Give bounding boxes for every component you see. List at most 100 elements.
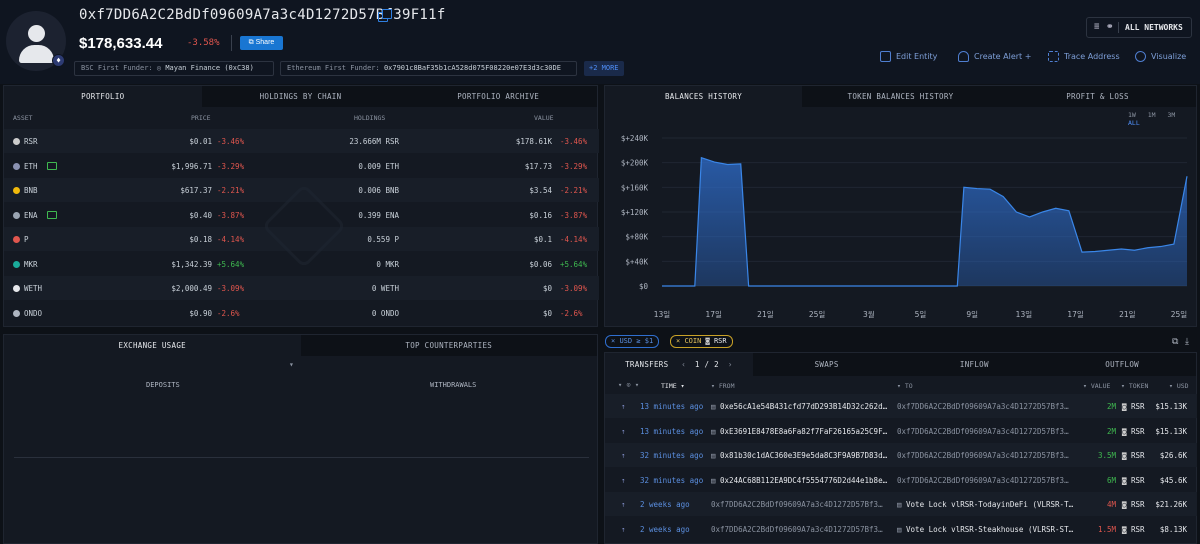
tab-swaps[interactable]: SWAPS xyxy=(814,360,839,369)
tx-from[interactable]: ▤ 0x24AC68B112EA9DC4f5554776D2d44e1b8e… xyxy=(711,476,887,485)
bsc-funder-label: BSC First Funder: xyxy=(81,64,153,72)
tab-inflow[interactable]: INFLOW xyxy=(959,360,989,369)
tx-to[interactable]: ▤ Vote Lock vlRSR-TodayinDeFi (VLRSR-T… xyxy=(897,500,1073,509)
tx-value: 1.5M xyxy=(1097,524,1116,534)
table-row[interactable]: ENA $0.40 -3.87% 0.399 ENA $0.16 -3.87% xyxy=(4,203,599,227)
download-icon[interactable]: ⤓ xyxy=(1185,337,1189,347)
network-selector[interactable]: ≡ ⚭ ALL NETWORKS xyxy=(1086,17,1192,38)
table-row[interactable]: RSR $0.01 -3.46% 23.666M RSR $178.61K -3.46% xyxy=(4,129,599,153)
filter-icon[interactable]: ▾ xyxy=(289,360,294,369)
table-row[interactable]: MKR $1,342.39 +5.64% 0 MKR $0.06 +5.64% xyxy=(4,252,599,276)
tx-to[interactable]: 0xf7DD6A2C2BdDf09609A7a3c4D1272D57Bf3… xyxy=(897,451,1069,460)
tab-exchange-usage[interactable]: EXCHANGE USAGE xyxy=(4,335,301,356)
list-item[interactable]: ⇡ 2 weeks ago 0xf7DD6A2C2BdDf09609A7a3c4D1… xyxy=(605,492,1197,516)
tab-portfolio[interactable]: PORTFOLIO xyxy=(4,86,202,107)
tx-time[interactable]: 13 minutes ago xyxy=(640,402,704,411)
tab-outflow[interactable]: OUTFLOW xyxy=(1105,360,1139,369)
tab-portfolio-archive[interactable]: PORTFOLIO ARCHIVE xyxy=(457,92,540,101)
tx-token: ◙ RSR xyxy=(1122,476,1145,485)
col-asset[interactable]: ASSET xyxy=(13,114,33,122)
tx-header-icons: ▾ ⊙ ▾ xyxy=(618,381,640,389)
tx-to-value: 0xf7DD6A2C2BdDf09609A7a3c4D1272D57Bf3… xyxy=(897,402,1069,411)
trace-address-button[interactable]: Trace Address xyxy=(1048,51,1120,62)
create-alert-button[interactable]: Create Alert + xyxy=(958,51,1031,62)
next-page-icon[interactable]: › xyxy=(727,360,733,369)
table-row[interactable]: ETH $1,996.71 -3.29% 0.009 ETH $17.73 -3.29% xyxy=(4,154,599,178)
ethereum-first-funder[interactable]: Ethereum First Funder: 0x7901c8BaF35b1cA… xyxy=(280,61,577,76)
tx-from[interactable]: 0xf7DD6A2C2BdDf09609A7a3c4D1272D57Bf3… xyxy=(711,525,883,534)
tx-time[interactable]: 2 weeks ago xyxy=(640,500,690,509)
list-item[interactable]: ⇡ 32 minutes ago ▤ 0x81b30c1dAC360e3E9e5da… xyxy=(605,443,1197,467)
tx-to[interactable]: 0xf7DD6A2C2BdDf09609A7a3c4D1272D57Bf3… xyxy=(897,402,1069,411)
range-3m[interactable]: 3M xyxy=(1167,111,1176,119)
visualize-button[interactable]: Visualize xyxy=(1135,51,1186,62)
prev-page-icon[interactable]: ‹ xyxy=(681,360,687,369)
tx-to[interactable]: 0xf7DD6A2C2BdDf09609A7a3c4D1272D57Bf3… xyxy=(897,427,1069,436)
range-all[interactable]: ALL xyxy=(1128,119,1140,127)
price-change: -2.21% xyxy=(217,186,245,195)
value-change: -3.09% xyxy=(560,284,588,293)
tx-from[interactable]: 0xf7DD6A2C2BdDf09609A7a3c4D1272D57Bf3… xyxy=(711,500,883,509)
col-value[interactable]: VALUE xyxy=(534,114,554,122)
col-token[interactable]: ▾ TOKEN xyxy=(1121,382,1149,390)
col-value[interactable]: ▾ VALUE xyxy=(1083,382,1111,390)
tx-to-value: 0xf7DD6A2C2BdDf09609A7a3c4D1272D57Bf3… xyxy=(897,475,1069,485)
list-item[interactable]: ⇡ 2 weeks ago 0xf7DD6A2C2BdDf09609A7a3c4D1… xyxy=(605,517,1197,541)
close-icon[interactable]: × xyxy=(611,337,620,345)
table-row[interactable]: BNB $617.37 -2.21% 0.006 BNB $3.54 -2.21% xyxy=(4,178,599,202)
tab-profit-loss[interactable]: PROFIT & LOSS xyxy=(1066,92,1129,101)
more-funders-button[interactable]: +2 MORE xyxy=(584,61,624,76)
usd-filter-chip[interactable]: × USD ≥ $1 xyxy=(605,335,660,348)
close-icon[interactable]: × xyxy=(676,337,685,345)
table-row[interactable]: ONDO $0.90 -2.6% 0 ONDO $0 -2.6% xyxy=(4,301,599,325)
tx-from[interactable]: ▤ 0x81b30c1dAC360e3E9e5da8C3F9A9B7D83d… xyxy=(711,451,887,460)
list-item[interactable]: ⇡ 13 minutes ago ▤ 0xE3691E8478E8a6Fa82f7F… xyxy=(605,419,1197,443)
copy-icon[interactable]: ⧉ xyxy=(1172,337,1179,347)
asset-cell: WETH xyxy=(13,284,42,293)
col-holdings[interactable]: HOLDINGS xyxy=(354,114,386,122)
col-usd[interactable]: ▾ USD xyxy=(1169,382,1189,390)
table-row[interactable]: P $0.18 -4.14% 0.559 P $0.1 -4.14% xyxy=(4,227,599,251)
col-time[interactable]: TIME ▾ xyxy=(661,382,685,390)
tx-to[interactable]: ▤ Vote Lock vlRSR-Steakhouse (VLRSR-ST… xyxy=(897,525,1073,534)
eth-funder-label: Ethereum First Funder: xyxy=(287,64,380,72)
tx-usd: $15.13K xyxy=(1155,426,1187,436)
tx-time[interactable]: 32 minutes ago xyxy=(640,451,704,460)
holdings: 0.006 BNB xyxy=(358,186,399,195)
col-from[interactable]: ▾ FROM xyxy=(711,382,735,390)
tab-token-balances-history[interactable]: TOKEN BALANCES HISTORY xyxy=(847,92,954,101)
asset-cell: ETH xyxy=(13,161,58,171)
table-row[interactable]: WETH $2,000.49 -3.09% 0 WETH $0 -3.09% xyxy=(4,276,599,300)
tx-to[interactable]: 0xf7DD6A2C2BdDf09609A7a3c4D1272D57Bf3… xyxy=(897,476,1069,485)
tab-balances-history[interactable]: BALANCES HISTORY xyxy=(605,86,802,107)
tx-token: ◙ RSR xyxy=(1122,500,1145,509)
tx-time[interactable]: 32 minutes ago xyxy=(640,475,704,485)
list-item[interactable]: ⇡ 13 minutes ago ▤ 0xe56cA1e54B431cfd77dD2… xyxy=(605,394,1197,418)
rsr-icon: ◙ xyxy=(705,337,710,345)
col-to[interactable]: ▾ TO xyxy=(897,382,913,390)
tx-from[interactable]: ▤ 0xE3691E8478E8a6Fa82f7FaF26165a25C9F… xyxy=(711,427,887,436)
tab-holdings-by-chain[interactable]: HOLDINGS BY CHAIN xyxy=(259,92,342,101)
edit-entity-button[interactable]: Edit Entity xyxy=(880,51,937,62)
coin-filter-chip[interactable]: × COIN ◙ RSR xyxy=(670,335,733,348)
range-1m[interactable]: 1M xyxy=(1147,111,1156,119)
price-change: -3.87% xyxy=(217,210,245,220)
asset-name: P xyxy=(24,235,29,244)
tx-time[interactable]: 13 minutes ago xyxy=(640,426,704,436)
tx-from[interactable]: ▤ 0xe56cA1e54B431cfd77dD293B14D32c262d… xyxy=(711,402,887,411)
edit-entity-label: Edit Entity xyxy=(896,52,938,61)
value: $0.06 xyxy=(529,259,552,269)
col-price[interactable]: PRICE xyxy=(191,114,211,122)
y-tick-label: $+200K xyxy=(621,159,649,168)
copy-icon[interactable] xyxy=(378,9,392,22)
x-tick-label: 3월 xyxy=(863,309,875,319)
range-1w[interactable]: 1W xyxy=(1128,111,1136,119)
tab-top-counterparties[interactable]: TOP COUNTERPARTIES xyxy=(405,341,493,350)
bsc-first-funder[interactable]: BSC First Funder: ◎ Mayan Finance (0xC38… xyxy=(74,61,274,76)
x-tick-label: 13일 xyxy=(1016,310,1033,319)
share-button[interactable]: ⧉ Share xyxy=(240,36,283,50)
list-item[interactable]: ⇡ 32 minutes ago ▤ 0x24AC68B112EA9DC4f5554… xyxy=(605,468,1197,492)
tx-time[interactable]: 2 weeks ago xyxy=(640,524,690,534)
tab-transfers[interactable]: TRANSFERS ‹ 1 / 2 › xyxy=(605,353,753,376)
asset-cell: MKR xyxy=(13,260,38,269)
